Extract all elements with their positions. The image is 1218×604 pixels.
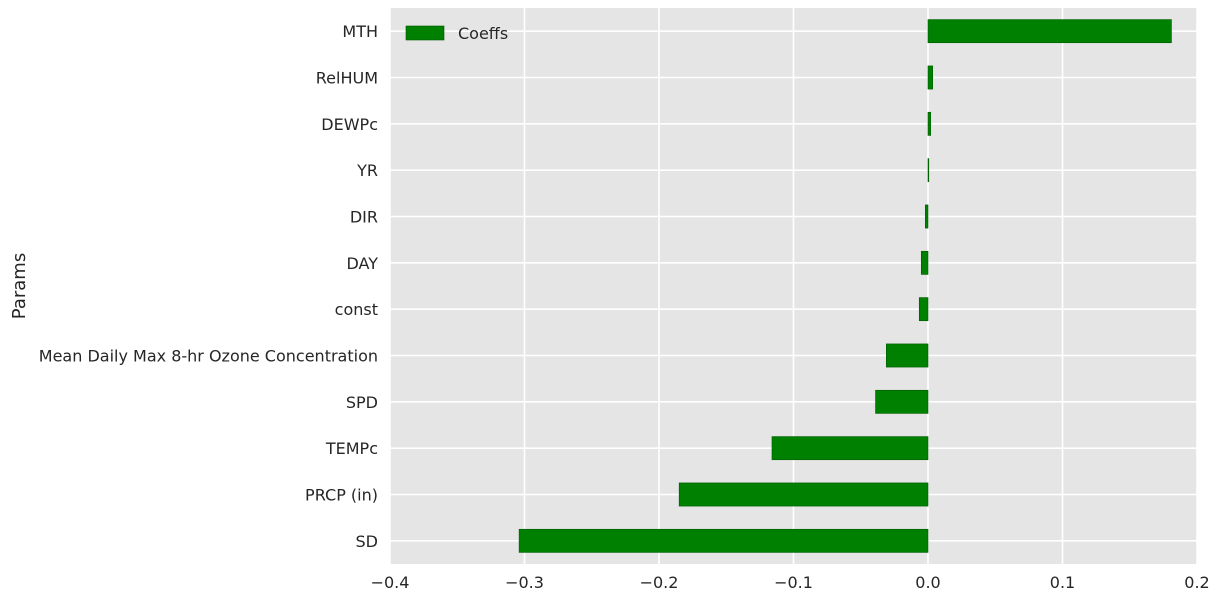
bar xyxy=(678,482,929,507)
y-tick-label: DIR xyxy=(350,208,378,227)
bar xyxy=(918,297,929,322)
x-tick-label: 0.2 xyxy=(1184,573,1209,592)
bar xyxy=(875,389,929,414)
bar xyxy=(518,528,929,553)
x-tick-label: −0.4 xyxy=(371,573,410,592)
x-tick-label: −0.2 xyxy=(640,573,679,592)
y-tick-label: SD xyxy=(356,532,378,551)
bar xyxy=(927,111,931,136)
bar xyxy=(927,65,934,90)
y-tick-label: RelHUM xyxy=(316,69,378,88)
bar xyxy=(771,436,929,461)
bar xyxy=(927,158,930,183)
bar xyxy=(886,343,929,368)
x-tick-label: 0.1 xyxy=(1050,573,1075,592)
bar xyxy=(927,19,1172,44)
bar xyxy=(925,204,929,229)
y-tick-label: YR xyxy=(356,161,378,180)
y-tick-label: SPD xyxy=(346,393,378,412)
legend-swatch xyxy=(405,25,445,41)
y-tick-label: DEWPc xyxy=(321,115,378,134)
y-tick-label: const xyxy=(335,300,378,319)
legend-label: Coeffs xyxy=(458,24,508,43)
y-tick-label: TEMPc xyxy=(325,439,378,458)
y-axis-title: Params xyxy=(9,253,30,319)
bar xyxy=(920,250,929,275)
y-gridlines xyxy=(390,30,1197,542)
y-tick-label: DAY xyxy=(346,254,378,273)
x-tick-label: 0.0 xyxy=(915,573,940,592)
legend: Coeffs xyxy=(405,24,508,43)
x-gridlines xyxy=(389,8,1198,564)
y-tick-labels: MTH RelHUM DEWPc YR DIR DAY const Mean Daily Ma… xyxy=(39,22,378,551)
y-tick-label: Mean Daily Max 8-hr Ozone Concentration xyxy=(39,347,378,366)
x-tick-labels: −0.4 −0.3 −0.2 −0.1 0.0 0.1 0.2 xyxy=(371,573,1210,592)
bars xyxy=(518,19,1172,553)
x-tick-label: −0.1 xyxy=(774,573,813,592)
y-tick-label: MTH xyxy=(342,22,378,41)
x-tick-label: −0.3 xyxy=(505,573,544,592)
y-tick-label: PRCP (in) xyxy=(305,486,378,505)
